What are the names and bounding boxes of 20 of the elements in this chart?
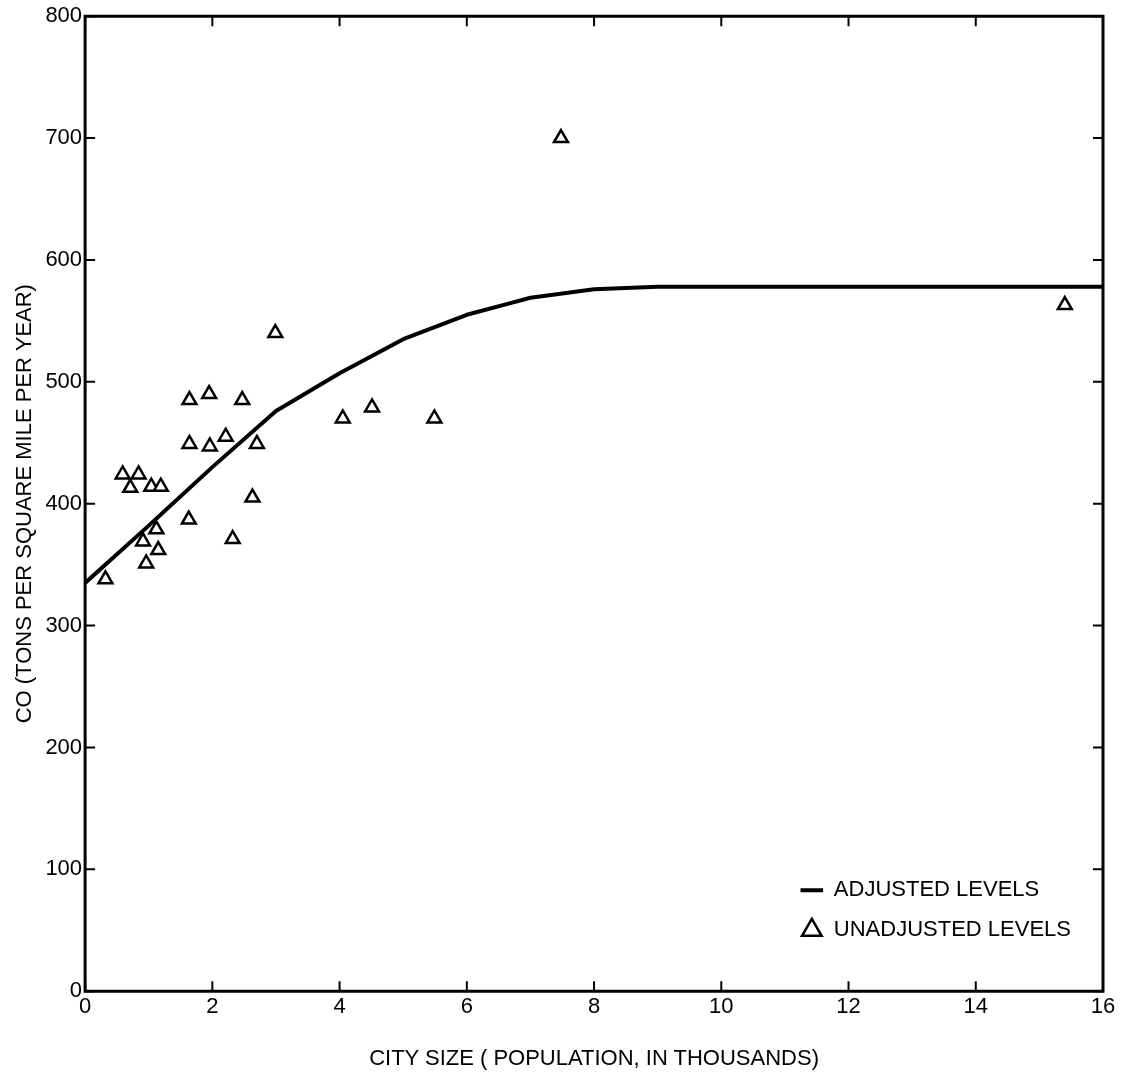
y-tick-label: 100 — [45, 855, 83, 881]
x-tick-label: 16 — [1090, 993, 1116, 1019]
legend-label: UNADJUSTED LEVELS — [833, 916, 1072, 942]
y-tick-label: 500 — [45, 367, 83, 393]
x-tick-label: 6 — [460, 993, 473, 1019]
x-tick-label: 8 — [587, 993, 601, 1019]
x-tick-label: 14 — [963, 993, 989, 1019]
y-tick-label: 300 — [45, 611, 83, 637]
y-tick-label: 700 — [45, 124, 83, 150]
x-tick-label: 2 — [206, 993, 219, 1019]
x-tick-label: 12 — [836, 993, 861, 1019]
y-tick-label: 200 — [45, 733, 83, 759]
legend-label: ADJUSTED LEVELS — [833, 876, 1040, 902]
x-tick-label: 4 — [333, 993, 346, 1019]
y-tick-label: 600 — [45, 246, 83, 272]
x-tick-label: 10 — [709, 993, 734, 1019]
y-tick-label: 400 — [45, 489, 83, 515]
y-axis-title: CO (TONS PER SQUARE MILE PER YEAR) — [11, 284, 37, 724]
y-tick-label: 800 — [45, 2, 83, 28]
x-axis-title: CITY SIZE ( POPULATION, IN THOUSANDS) — [369, 1044, 819, 1070]
